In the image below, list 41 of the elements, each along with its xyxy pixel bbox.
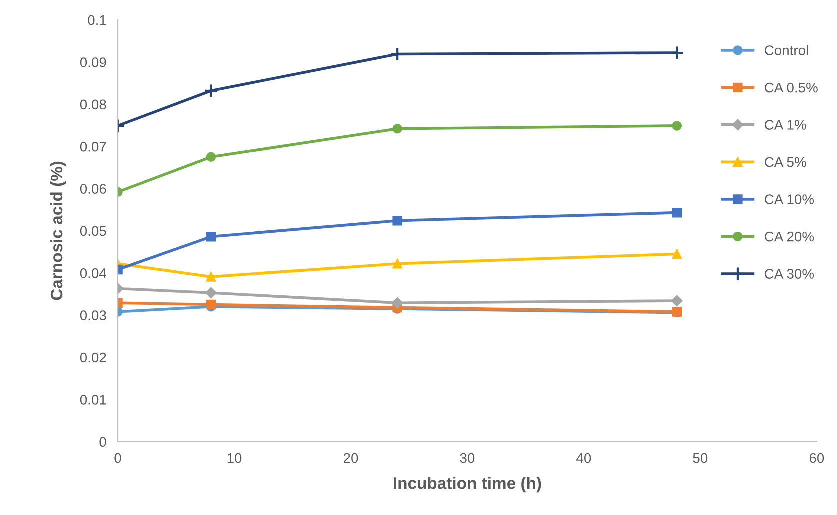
point xyxy=(392,124,402,134)
legend-label: CA 10% xyxy=(765,194,814,204)
point xyxy=(672,295,683,307)
y-tick-label: 0.02 xyxy=(80,352,106,363)
point xyxy=(206,152,216,162)
legend-label: CA 0.5% xyxy=(765,82,818,93)
point xyxy=(206,232,216,242)
point xyxy=(672,121,682,131)
x-tick-label: 60 xyxy=(810,453,824,464)
y-tick-label: 0.01 xyxy=(80,395,106,405)
point xyxy=(392,259,402,269)
legend-label: Control xyxy=(765,45,808,56)
x-tick-label: 40 xyxy=(576,453,592,464)
point xyxy=(392,297,404,309)
point xyxy=(206,272,216,282)
y-tick-label: 0.03 xyxy=(80,310,106,321)
x-tick-label: 10 xyxy=(228,453,242,464)
legend-label: CA 20% xyxy=(765,232,814,242)
y-tick-label: 0.04 xyxy=(80,268,106,278)
point xyxy=(206,287,217,299)
y-tick-label: 0.1 xyxy=(88,15,106,26)
point xyxy=(392,216,402,226)
x-tick-label: 0 xyxy=(114,453,122,464)
x-tick-label: 50 xyxy=(693,453,708,464)
point xyxy=(672,249,682,260)
point xyxy=(204,84,218,98)
y-tick-label: 0.09 xyxy=(80,58,106,68)
x-tick-label: 20 xyxy=(344,453,358,464)
x-axis-title: Incubation time (h) xyxy=(394,477,542,493)
legend-label: CA 5% xyxy=(765,157,806,168)
y-tick-label: 0.05 xyxy=(80,226,106,236)
y-tick-label: 0.08 xyxy=(80,100,106,110)
legend-label: CA 1% xyxy=(765,120,806,130)
x-tick-label: 30 xyxy=(460,453,475,464)
point xyxy=(672,208,682,218)
y-tick-label: 0.06 xyxy=(80,184,106,194)
point xyxy=(206,300,216,310)
legend-label: CA 30% xyxy=(765,269,814,279)
y-tick-label: 0.07 xyxy=(80,142,106,152)
y-axis-title: Carnosic acid (%) xyxy=(50,162,66,300)
y-tick-label: 0 xyxy=(100,437,106,448)
